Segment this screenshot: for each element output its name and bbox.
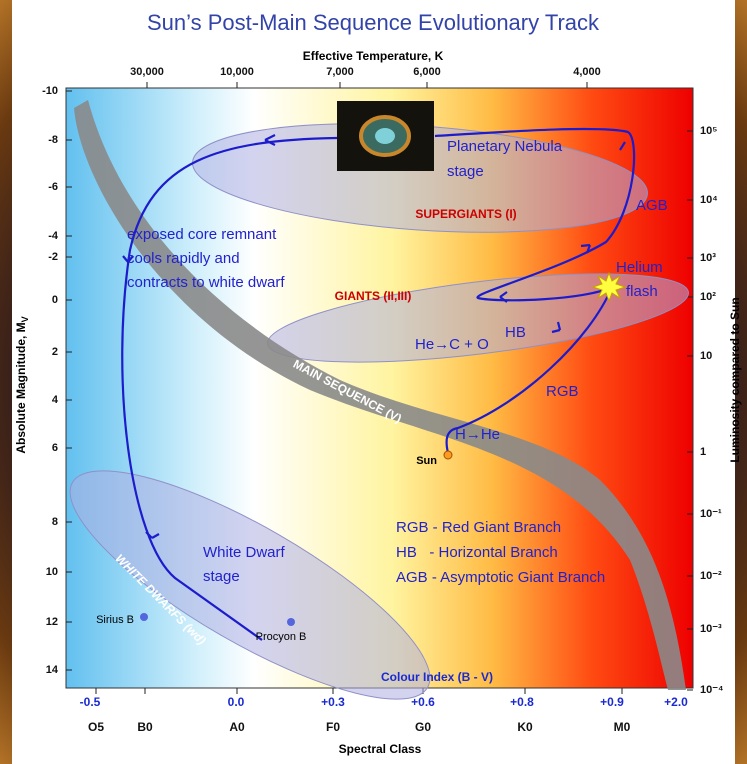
colour-index-tick: +0.6 bbox=[411, 695, 435, 709]
left-tick: 2 bbox=[52, 346, 58, 358]
left-tick: 8 bbox=[52, 516, 58, 528]
legend-entry: RGB - Red Giant Branch bbox=[396, 519, 561, 536]
bottom-tick: G0 bbox=[415, 720, 431, 734]
colour-index-tick: +0.9 bbox=[600, 695, 624, 709]
giants-label: GIANTS (II,III) bbox=[335, 289, 412, 303]
right-tick: 10⁻² bbox=[700, 570, 722, 582]
diagram: Sun’s Post-Main Sequence Evolutionary Tr… bbox=[0, 0, 747, 764]
supergiants-label: SUPERGIANTS (I) bbox=[415, 207, 516, 221]
nebula-core bbox=[375, 128, 395, 144]
right-tick: 10⁻³ bbox=[700, 623, 722, 635]
legend-entry: HB - Horizontal Branch bbox=[396, 544, 558, 561]
left-tick: 12 bbox=[46, 616, 58, 628]
bottom-tick: M0 bbox=[614, 720, 631, 734]
helium-label: Helium bbox=[616, 259, 663, 276]
left-axis-label-sub: V bbox=[20, 316, 30, 322]
left-tick: -8 bbox=[48, 134, 58, 146]
sirius-b-label: Sirius B bbox=[96, 614, 134, 626]
top-tick: 6,000 bbox=[413, 66, 441, 78]
left-axis-label: Absolute Magnitude, MV bbox=[14, 316, 30, 453]
colour-index-tick: +0.8 bbox=[510, 695, 534, 709]
left-tick: -4 bbox=[48, 230, 59, 242]
left-tick: 6 bbox=[52, 442, 58, 454]
wd-stage-label: stage bbox=[203, 568, 240, 585]
top-axis-label: Effective Temperature, K bbox=[303, 49, 444, 63]
top-tick: 10,000 bbox=[220, 66, 254, 78]
left-tick: 10 bbox=[46, 566, 58, 578]
colour-index-tick: +0.3 bbox=[321, 695, 345, 709]
core-label: exposed core remnant bbox=[127, 226, 277, 243]
colour-index-tick: 0.0 bbox=[228, 695, 245, 709]
sirius-b-dot bbox=[140, 613, 148, 621]
pn-label: Planetary Nebula bbox=[447, 138, 563, 155]
top-tick: 4,000 bbox=[573, 66, 601, 78]
colour-index-tick: -0.5 bbox=[80, 695, 101, 709]
agb-label: AGB bbox=[636, 197, 668, 214]
bottom-tick: K0 bbox=[517, 720, 533, 734]
nebula-image bbox=[337, 101, 434, 171]
left-tick: 0 bbox=[52, 294, 58, 306]
pn-label: stage bbox=[447, 163, 484, 180]
colour-index-tick: +2.0 bbox=[664, 695, 688, 709]
rgb-label: RGB bbox=[546, 383, 579, 400]
procyon-b-dot bbox=[287, 618, 295, 626]
hb-label: HB bbox=[505, 324, 526, 341]
left-tick: -6 bbox=[48, 181, 58, 193]
top-tick: 7,000 bbox=[326, 66, 354, 78]
right-tick: 10⁻⁴ bbox=[700, 684, 723, 696]
right-tick: 10⁻¹ bbox=[700, 508, 722, 520]
he-c-o-label: He→C + O bbox=[415, 336, 489, 353]
left-tick: -10 bbox=[42, 85, 58, 97]
right-tick: 10³ bbox=[700, 252, 716, 264]
bottom-tick: A0 bbox=[229, 720, 245, 734]
right-tick: 10 bbox=[700, 350, 712, 362]
left-tick: -2 bbox=[48, 251, 58, 263]
bottom-axis-label: Spectral Class bbox=[339, 742, 422, 756]
bottom-tick: F0 bbox=[326, 720, 340, 734]
title: Sun’s Post-Main Sequence Evolutionary Tr… bbox=[147, 10, 600, 35]
right-tick: 1 bbox=[700, 446, 706, 458]
legend-entry: AGB - Asymptotic Giant Branch bbox=[396, 569, 605, 586]
right-tick: 10² bbox=[700, 291, 716, 303]
bottom-tick: O5 bbox=[88, 720, 104, 734]
left-axis-label-main: Absolute Magnitude, M bbox=[14, 322, 28, 453]
left-tick: 4 bbox=[52, 394, 59, 406]
right-axis-label: Luminosity compared to Sun bbox=[728, 297, 742, 462]
colour-index-label: Colour Index (B - V) bbox=[381, 670, 493, 684]
wd-stage-label: White Dwarf bbox=[203, 544, 286, 561]
h-he-label: H→He bbox=[455, 426, 500, 443]
left-tick: 14 bbox=[46, 664, 59, 676]
sun-dot bbox=[444, 451, 452, 459]
flash-label: flash bbox=[626, 283, 658, 300]
sun-label: Sun bbox=[416, 455, 437, 467]
procyon-b-label: Procyon B bbox=[256, 631, 307, 643]
top-tick: 30,000 bbox=[130, 66, 164, 78]
core-label: cools rapidly and bbox=[127, 250, 240, 267]
right-tick: 10⁵ bbox=[700, 125, 717, 137]
right-tick: 10⁴ bbox=[700, 194, 718, 206]
bottom-tick: B0 bbox=[137, 720, 153, 734]
core-label: contracts to white dwarf bbox=[127, 274, 285, 291]
